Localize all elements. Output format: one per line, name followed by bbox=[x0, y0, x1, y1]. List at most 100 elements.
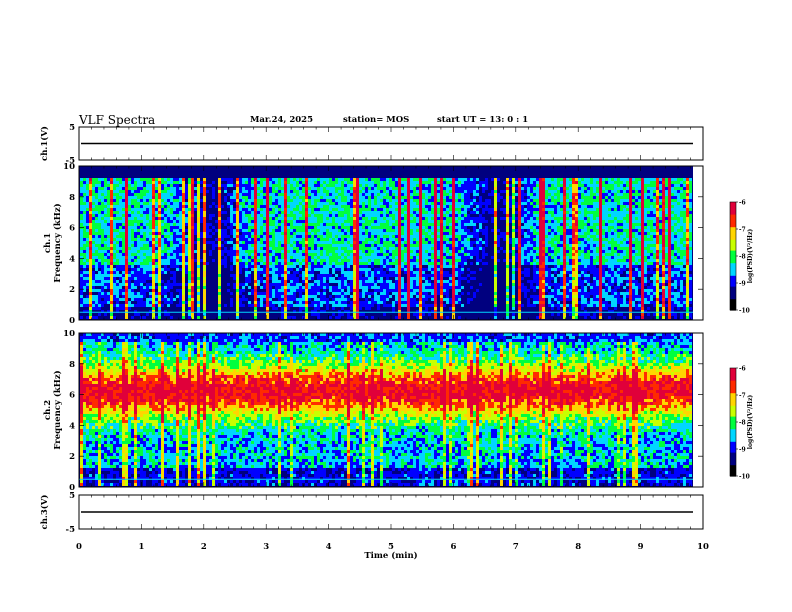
spectrogram-cell bbox=[440, 193, 443, 196]
spectrogram-cell bbox=[407, 211, 410, 214]
spectrogram-cell bbox=[605, 226, 608, 229]
spectrogram-cell bbox=[263, 202, 266, 205]
spectrogram-cell bbox=[662, 238, 665, 241]
spectrogram-cell bbox=[227, 193, 230, 196]
spectrogram-cell bbox=[317, 247, 320, 250]
spectrogram-cell bbox=[269, 250, 272, 253]
spectrogram-cell bbox=[677, 184, 680, 187]
spectrogram-cell bbox=[524, 226, 527, 229]
spectrogram-cell bbox=[305, 241, 308, 244]
spectrogram-cell bbox=[527, 232, 530, 235]
spectrogram-cell bbox=[320, 187, 323, 190]
spectrogram-cell bbox=[374, 205, 377, 208]
spectrogram-cell bbox=[635, 223, 638, 226]
spectrogram-cell bbox=[452, 220, 455, 223]
spectrogram-cell bbox=[656, 223, 659, 226]
spectrogram-cell bbox=[263, 187, 266, 190]
spectrogram-cell bbox=[578, 232, 581, 235]
spectrogram-cell bbox=[650, 244, 653, 247]
spectrogram-cell bbox=[122, 199, 125, 202]
spectrogram-cell bbox=[572, 247, 575, 250]
spectrogram-cell bbox=[374, 193, 377, 196]
spectrogram-cell bbox=[158, 184, 161, 187]
spectrogram-cell bbox=[524, 217, 527, 220]
spectrogram-cell bbox=[419, 199, 422, 202]
spectrogram-cell bbox=[584, 226, 587, 229]
spectrogram-cell bbox=[392, 184, 395, 187]
spectrogram-cell bbox=[542, 205, 545, 208]
spectrogram-cell bbox=[218, 223, 221, 226]
spectrogram-cell bbox=[113, 229, 116, 232]
spectrogram-cell bbox=[335, 199, 338, 202]
spectrogram-cell bbox=[626, 208, 629, 211]
spectrogram-cell bbox=[524, 244, 527, 247]
spectrogram-cell bbox=[185, 217, 188, 220]
spectrogram-cell bbox=[650, 250, 653, 253]
spectrogram-cell bbox=[689, 184, 692, 187]
spectrogram-cell bbox=[440, 181, 443, 184]
spectrogram-cell bbox=[164, 223, 167, 226]
spectrogram-cell bbox=[440, 250, 443, 253]
spectrogram-cell bbox=[383, 184, 386, 187]
spectrogram-cell bbox=[137, 211, 140, 214]
spectrogram-cell bbox=[527, 238, 530, 241]
spectrogram-cell bbox=[134, 253, 137, 256]
spectrogram-cell bbox=[425, 184, 428, 187]
spectrogram-cell bbox=[281, 202, 284, 205]
spectrogram-cell bbox=[260, 235, 263, 238]
spectrogram-cell bbox=[620, 211, 623, 214]
spectrogram-cell bbox=[293, 181, 296, 184]
spectrogram-cell bbox=[506, 223, 509, 226]
spectrogram-cell bbox=[389, 181, 392, 184]
spectrogram-cell bbox=[635, 208, 638, 211]
spectrogram-cell bbox=[161, 253, 164, 256]
spectrogram-cell bbox=[407, 247, 410, 250]
spectrogram-cell bbox=[296, 199, 299, 202]
spectrogram-cell bbox=[344, 250, 347, 253]
spectrogram-cell bbox=[446, 247, 449, 250]
spectrogram-cell bbox=[269, 193, 272, 196]
spectrogram-cell bbox=[131, 241, 134, 244]
spectrogram-cell bbox=[476, 241, 479, 244]
spectrogram-cell bbox=[614, 235, 617, 238]
spectrogram-cell bbox=[527, 250, 530, 253]
spectrogram-cell bbox=[125, 247, 128, 250]
spectrogram-cell bbox=[338, 253, 341, 256]
spectrogram-cell bbox=[494, 217, 497, 220]
spectrogram-cell bbox=[512, 241, 515, 244]
spectrogram-cell bbox=[299, 184, 302, 187]
spectrogram-cell bbox=[350, 223, 353, 226]
spectrogram-cell bbox=[353, 199, 356, 202]
spectrogram-cell bbox=[467, 220, 470, 223]
spectrogram-cell bbox=[143, 253, 146, 256]
spectrogram-cell bbox=[371, 178, 374, 181]
spectrogram-cell bbox=[614, 223, 617, 226]
spectrogram-cell bbox=[272, 181, 275, 184]
spectrogram-cell bbox=[230, 199, 233, 202]
spectrogram-cell bbox=[374, 235, 377, 238]
spectrogram-cell bbox=[602, 196, 605, 199]
spectrogram-cell bbox=[512, 244, 515, 247]
spectrogram-cell bbox=[548, 196, 551, 199]
spectrogram-cell bbox=[413, 238, 416, 241]
spectrogram-cell bbox=[533, 190, 536, 193]
spectrogram-cell bbox=[644, 217, 647, 220]
spectrogram-cell bbox=[347, 226, 350, 229]
spectrogram-cell bbox=[218, 187, 221, 190]
spectrogram-cell bbox=[557, 226, 560, 229]
spectrogram-cell bbox=[161, 229, 164, 232]
spectrogram-cell bbox=[215, 229, 218, 232]
spectrogram-cell bbox=[83, 253, 86, 256]
spectrogram-cell bbox=[458, 181, 461, 184]
spectrogram-cell bbox=[80, 181, 83, 184]
spectrogram-cell bbox=[644, 232, 647, 235]
spectrogram-cell bbox=[143, 181, 146, 184]
spectrogram-cell bbox=[290, 229, 293, 232]
spectrogram-cell bbox=[677, 238, 680, 241]
spectrogram-cell bbox=[521, 196, 524, 199]
spectrogram-cell bbox=[182, 190, 185, 193]
spectrogram-cell bbox=[317, 193, 320, 196]
spectrogram-cell bbox=[314, 226, 317, 229]
spectrogram-cell bbox=[656, 238, 659, 241]
spectrogram-cell bbox=[350, 235, 353, 238]
